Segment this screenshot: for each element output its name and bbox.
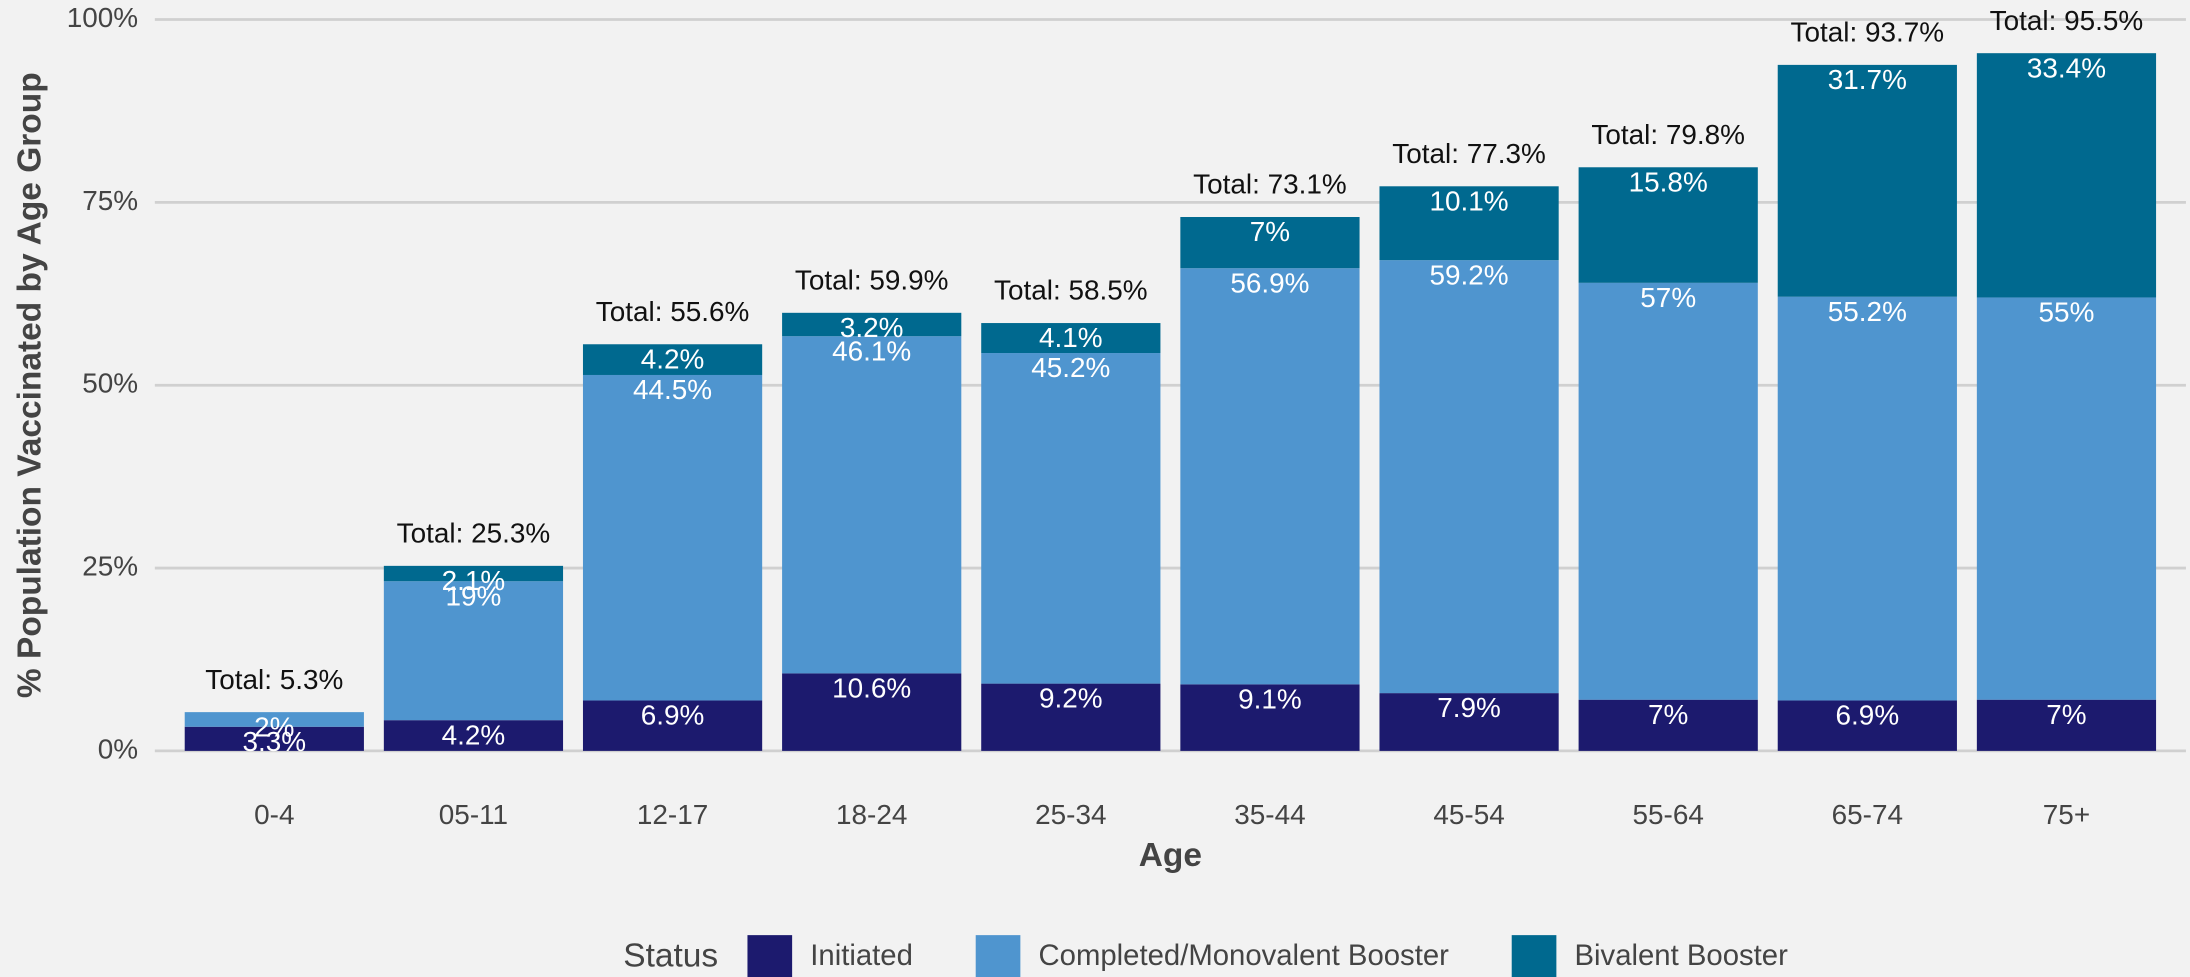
x-tick-label: 65-74 [1832,799,1903,830]
x-tick-label: 05-11 [439,799,508,830]
total-label: Total: 58.5% [994,275,1148,306]
value-label: 4.2% [442,719,506,750]
bar-segment [782,336,962,674]
bar-segment [1578,167,1758,283]
x-tick-label: 45-54 [1433,799,1504,830]
value-label: 44.5% [633,374,712,405]
value-label: 33.4% [2027,52,2106,83]
value-label: 2% [254,711,294,742]
x-tick-label: 25-34 [1035,799,1106,830]
value-label: 7% [1250,216,1290,247]
bar-segment [981,323,1161,354]
bar-segment [1578,699,1758,751]
value-label: 7% [1648,699,1688,730]
total-label: Total: 93.7% [1791,17,1945,48]
value-label: 7% [2046,699,2086,730]
value-label: 45.2% [1031,352,1110,383]
bar-segment [782,312,962,337]
bar-segment [1777,296,1957,701]
y-axis-title: % Population Vaccinated by Age Group [11,72,48,698]
value-label: 4.1% [1039,322,1103,353]
bar-segment [1379,693,1559,751]
legend-label: Bivalent Booster [1575,939,1789,972]
bar-segment [184,712,364,727]
bar-segment [1180,268,1360,685]
value-label: 9.1% [1238,683,1302,714]
x-tick-label: 12-17 [637,799,708,830]
x-axis-title: Age [1139,837,1202,874]
value-label: 46.1% [832,335,911,366]
bar-segment [1777,700,1957,751]
bar-segment [383,565,564,582]
bar-segment [981,353,1161,684]
legend-label: Completed/Monovalent Booster [1039,939,1450,972]
value-label: 2.1% [442,565,506,596]
bar-segment [582,700,763,751]
bar-segment [1379,260,1559,694]
value-label: 4.2% [641,343,705,374]
bar-segment [1976,53,2157,298]
x-tick-label: 18-24 [836,799,907,830]
bar-segment [782,673,962,751]
y-tick-label: 25% [82,550,138,581]
x-tick-label: 55-64 [1633,799,1704,830]
value-label: 57% [1640,282,1696,313]
bar-segment [383,720,564,751]
bar-segment [1379,186,1559,261]
bar-segment [582,344,763,375]
value-label: 10.6% [832,672,911,703]
legend-title: Status [623,937,718,974]
value-label: 55% [2039,297,2095,328]
value-label: 56.9% [1230,267,1309,298]
value-label: 15.8% [1629,166,1708,197]
value-label: 3.2% [840,312,904,343]
total-label: Total: 73.1% [1193,169,1347,200]
x-tick-label: 0-4 [254,799,294,830]
value-label: 6.9% [641,700,705,731]
bar-segment [1976,699,2157,751]
value-label: 19% [446,580,502,611]
bar-segment [383,581,564,721]
bar-segment [1976,297,2157,700]
total-label: Total: 95.5% [1990,5,2144,36]
x-tick-label: 35-44 [1234,799,1305,830]
total-label: Total: 5.3% [205,664,343,695]
bar-segment [1180,684,1360,751]
bar-segment [1180,217,1360,269]
y-tick-label: 50% [82,368,138,399]
total-label: Total: 59.9% [795,264,949,295]
bar-segment [582,374,763,701]
bar-segment [1777,64,1957,297]
value-label: 55.2% [1828,296,1907,327]
y-tick-label: 100% [67,2,138,33]
total-label: Total: 55.6% [596,296,750,327]
bar-segment [981,683,1161,751]
value-label: 3.3% [243,726,307,757]
legend-swatch [975,935,1021,977]
total-label: Total: 77.3% [1392,138,1546,169]
legend-label: Initiated [810,939,913,972]
bar-segment [184,726,364,751]
bar-segment [1578,282,1758,700]
legend-swatch [1511,935,1557,977]
total-label: Total: 79.8% [1591,119,1745,150]
x-tick-label: 75+ [2043,799,2090,830]
y-tick-label: 0% [98,733,138,764]
value-label: 9.2% [1039,683,1103,714]
value-label: 59.2% [1430,259,1509,290]
value-label: 6.9% [1836,700,1900,731]
y-tick-label: 75% [82,185,138,216]
total-label: Total: 25.3% [397,518,551,549]
value-label: 7.9% [1437,692,1501,723]
value-label: 31.7% [1828,64,1907,95]
value-label: 10.1% [1430,185,1509,216]
legend-swatch [747,935,793,977]
